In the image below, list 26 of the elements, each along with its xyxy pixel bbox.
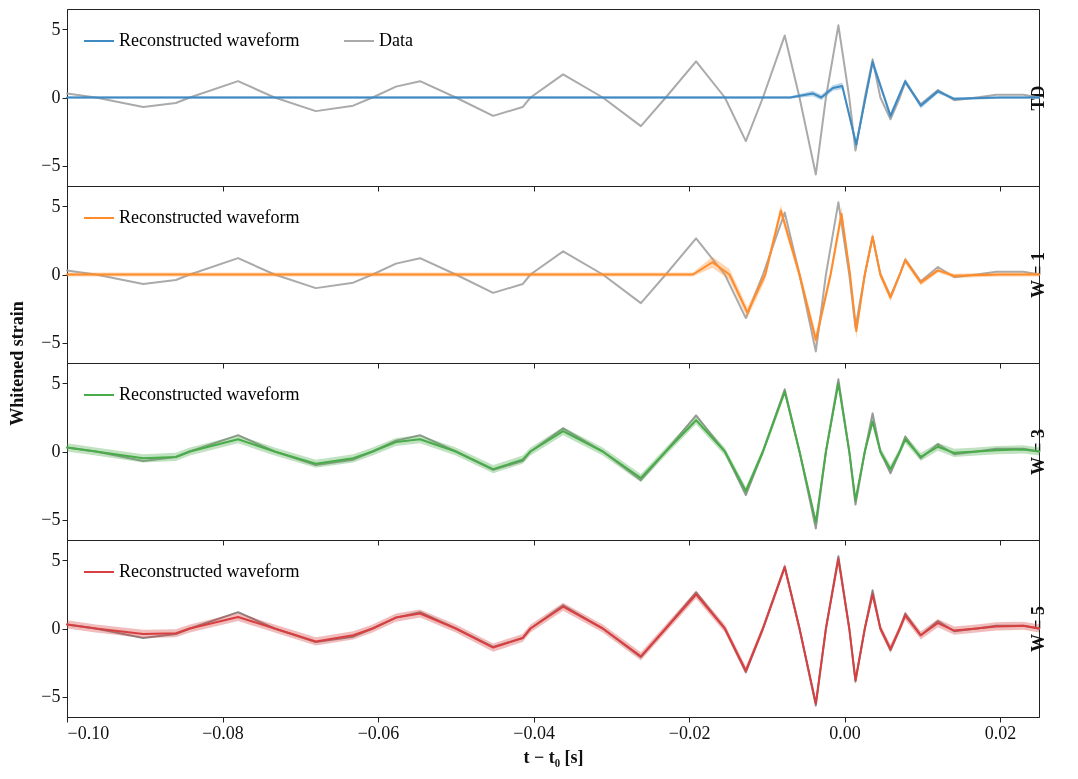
y-tick-label: −5: [41, 155, 61, 176]
legend-label: Data: [379, 30, 413, 50]
x-tick-label: 0.00: [829, 722, 861, 743]
y-tick-label: −5: [41, 332, 61, 353]
y-tick-label: 5: [51, 372, 61, 393]
x-tick-label: −0.04: [513, 722, 555, 743]
legend-label: Reconstructed waveform: [119, 384, 300, 404]
x-axis-title: t − t₀ [s]: [523, 746, 584, 767]
y-tick-label: 0: [51, 264, 61, 284]
y-tick-label: −5: [41, 686, 61, 707]
y-tick-label: 0: [51, 87, 61, 107]
x-tick-label: −0.10: [67, 722, 110, 743]
y-tick-label: 5: [51, 549, 61, 570]
x-tick-label: 0.02: [984, 722, 1017, 743]
y-tick-label: −5: [41, 509, 61, 530]
legend-label: Reconstructed waveform: [119, 561, 300, 581]
y-axis-title: Whitened strain: [7, 301, 28, 426]
y-tick-label: 5: [51, 195, 61, 216]
y-tick-label: 5: [51, 18, 61, 39]
legend-label: Reconstructed waveform: [119, 30, 300, 50]
y-tick-label: 0: [51, 618, 61, 638]
legend-label: Reconstructed waveform: [119, 207, 300, 227]
x-tick-label: −0.08: [202, 722, 244, 743]
y-tick-label: 0: [51, 441, 61, 461]
x-tick-label: −0.02: [668, 722, 711, 743]
x-tick-label: −0.06: [357, 722, 400, 743]
